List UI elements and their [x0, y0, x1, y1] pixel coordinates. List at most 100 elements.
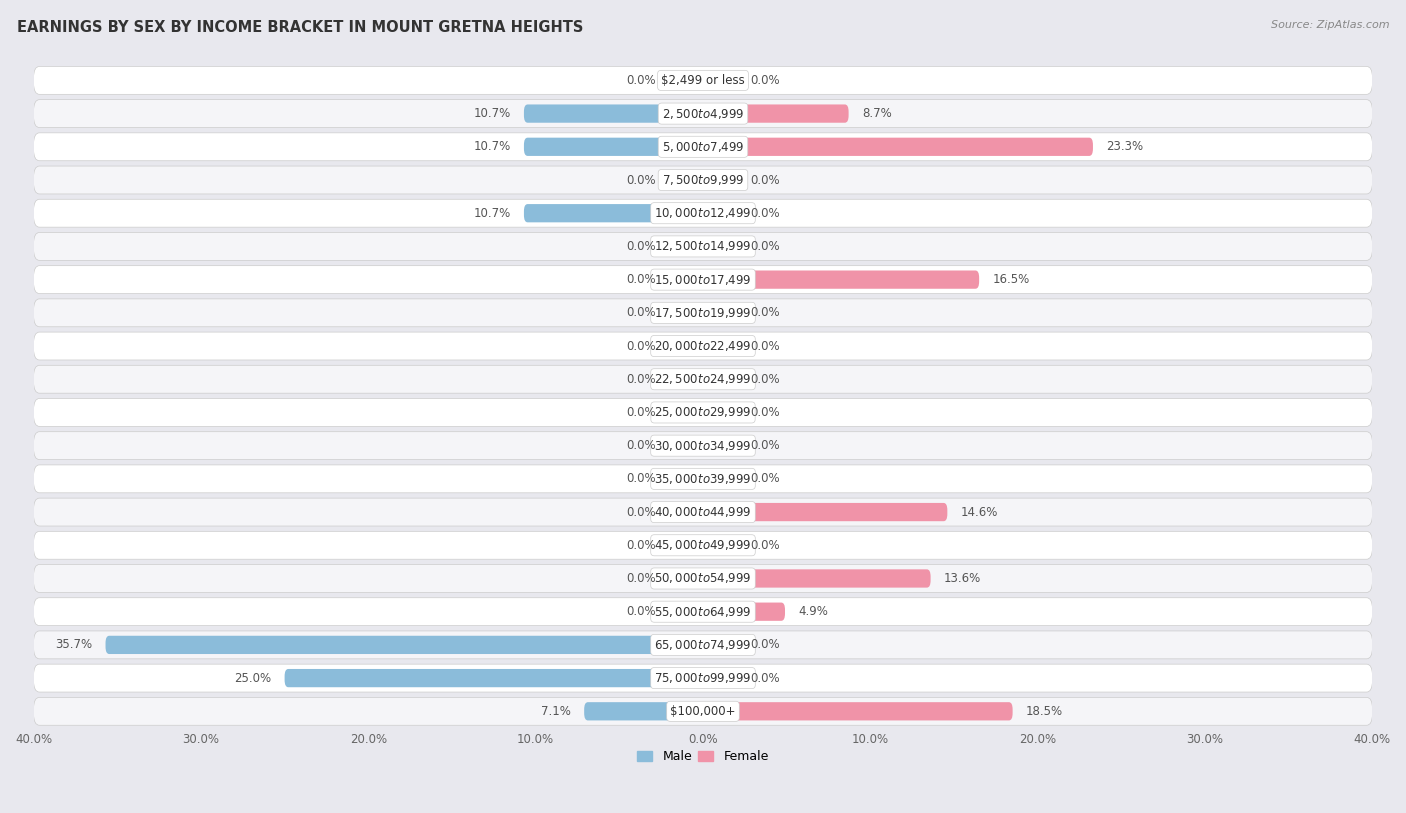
Text: $45,000 to $49,999: $45,000 to $49,999	[654, 538, 752, 552]
Text: 0.0%: 0.0%	[749, 240, 779, 253]
Text: 0.0%: 0.0%	[627, 472, 657, 485]
FancyBboxPatch shape	[34, 432, 1372, 459]
FancyBboxPatch shape	[34, 166, 1372, 194]
FancyBboxPatch shape	[524, 104, 703, 123]
Text: 16.5%: 16.5%	[993, 273, 1029, 286]
FancyBboxPatch shape	[703, 271, 979, 289]
FancyBboxPatch shape	[669, 304, 703, 322]
FancyBboxPatch shape	[703, 702, 1012, 720]
Text: 13.6%: 13.6%	[943, 572, 981, 585]
FancyBboxPatch shape	[703, 503, 948, 521]
Text: Source: ZipAtlas.com: Source: ZipAtlas.com	[1271, 20, 1389, 30]
FancyBboxPatch shape	[669, 536, 703, 554]
Text: $2,499 or less: $2,499 or less	[661, 74, 745, 87]
FancyBboxPatch shape	[34, 465, 1372, 493]
FancyBboxPatch shape	[34, 199, 1372, 227]
FancyBboxPatch shape	[669, 403, 703, 422]
FancyBboxPatch shape	[34, 631, 1372, 659]
FancyBboxPatch shape	[34, 332, 1372, 360]
Text: $20,000 to $22,499: $20,000 to $22,499	[654, 339, 752, 353]
FancyBboxPatch shape	[703, 403, 737, 422]
FancyBboxPatch shape	[703, 536, 737, 554]
FancyBboxPatch shape	[34, 133, 1372, 161]
Text: 4.9%: 4.9%	[799, 605, 828, 618]
Text: $75,000 to $99,999: $75,000 to $99,999	[654, 671, 752, 685]
Text: 10.7%: 10.7%	[474, 141, 510, 154]
FancyBboxPatch shape	[669, 237, 703, 255]
FancyBboxPatch shape	[34, 233, 1372, 260]
FancyBboxPatch shape	[703, 437, 737, 454]
Text: 0.0%: 0.0%	[627, 506, 657, 519]
FancyBboxPatch shape	[34, 266, 1372, 293]
Text: 0.0%: 0.0%	[749, 74, 779, 87]
Text: 0.0%: 0.0%	[627, 605, 657, 618]
Text: 0.0%: 0.0%	[749, 406, 779, 419]
Text: 0.0%: 0.0%	[627, 372, 657, 385]
FancyBboxPatch shape	[34, 664, 1372, 692]
Text: 0.0%: 0.0%	[627, 340, 657, 353]
FancyBboxPatch shape	[703, 602, 785, 621]
FancyBboxPatch shape	[703, 104, 849, 123]
Text: 25.0%: 25.0%	[233, 672, 271, 685]
FancyBboxPatch shape	[703, 569, 931, 588]
Text: 0.0%: 0.0%	[627, 406, 657, 419]
Text: 0.0%: 0.0%	[749, 472, 779, 485]
Text: 0.0%: 0.0%	[749, 439, 779, 452]
Text: 35.7%: 35.7%	[55, 638, 93, 651]
FancyBboxPatch shape	[284, 669, 703, 687]
FancyBboxPatch shape	[669, 370, 703, 389]
Text: 0.0%: 0.0%	[627, 439, 657, 452]
Text: 0.0%: 0.0%	[749, 207, 779, 220]
FancyBboxPatch shape	[669, 503, 703, 521]
Text: $65,000 to $74,999: $65,000 to $74,999	[654, 638, 752, 652]
FancyBboxPatch shape	[703, 237, 737, 255]
Text: 10.7%: 10.7%	[474, 107, 510, 120]
Legend: Male, Female: Male, Female	[633, 746, 773, 768]
Text: $15,000 to $17,499: $15,000 to $17,499	[654, 272, 752, 287]
FancyBboxPatch shape	[524, 204, 703, 222]
Text: $35,000 to $39,999: $35,000 to $39,999	[654, 472, 752, 486]
Text: $10,000 to $12,499: $10,000 to $12,499	[654, 207, 752, 220]
Text: 0.0%: 0.0%	[749, 173, 779, 186]
FancyBboxPatch shape	[703, 137, 1092, 156]
Text: 0.0%: 0.0%	[749, 672, 779, 685]
FancyBboxPatch shape	[669, 470, 703, 488]
Text: $100,000+: $100,000+	[671, 705, 735, 718]
Text: 8.7%: 8.7%	[862, 107, 891, 120]
Text: 23.3%: 23.3%	[1107, 141, 1143, 154]
Text: 0.0%: 0.0%	[627, 307, 657, 320]
Text: 0.0%: 0.0%	[627, 539, 657, 552]
FancyBboxPatch shape	[524, 137, 703, 156]
Text: $7,500 to $9,999: $7,500 to $9,999	[662, 173, 744, 187]
Text: $2,500 to $4,999: $2,500 to $4,999	[662, 107, 744, 120]
FancyBboxPatch shape	[669, 569, 703, 588]
FancyBboxPatch shape	[669, 171, 703, 189]
Text: 7.1%: 7.1%	[541, 705, 571, 718]
FancyBboxPatch shape	[669, 437, 703, 454]
FancyBboxPatch shape	[34, 532, 1372, 559]
Text: $40,000 to $44,999: $40,000 to $44,999	[654, 505, 752, 519]
FancyBboxPatch shape	[703, 171, 737, 189]
FancyBboxPatch shape	[34, 498, 1372, 526]
Text: $22,500 to $24,999: $22,500 to $24,999	[654, 372, 752, 386]
FancyBboxPatch shape	[703, 204, 737, 222]
FancyBboxPatch shape	[703, 636, 737, 654]
Text: 0.0%: 0.0%	[627, 74, 657, 87]
Text: 0.0%: 0.0%	[749, 638, 779, 651]
FancyBboxPatch shape	[34, 398, 1372, 426]
Text: $17,500 to $19,999: $17,500 to $19,999	[654, 306, 752, 320]
FancyBboxPatch shape	[703, 370, 737, 389]
FancyBboxPatch shape	[34, 698, 1372, 725]
Text: 10.7%: 10.7%	[474, 207, 510, 220]
Text: 0.0%: 0.0%	[749, 340, 779, 353]
Text: $5,000 to $7,499: $5,000 to $7,499	[662, 140, 744, 154]
Text: $55,000 to $64,999: $55,000 to $64,999	[654, 605, 752, 619]
Text: 0.0%: 0.0%	[749, 372, 779, 385]
Text: 0.0%: 0.0%	[749, 539, 779, 552]
Text: $25,000 to $29,999: $25,000 to $29,999	[654, 406, 752, 420]
Text: $12,500 to $14,999: $12,500 to $14,999	[654, 239, 752, 254]
FancyBboxPatch shape	[583, 702, 703, 720]
FancyBboxPatch shape	[703, 337, 737, 355]
FancyBboxPatch shape	[703, 470, 737, 488]
FancyBboxPatch shape	[34, 100, 1372, 128]
